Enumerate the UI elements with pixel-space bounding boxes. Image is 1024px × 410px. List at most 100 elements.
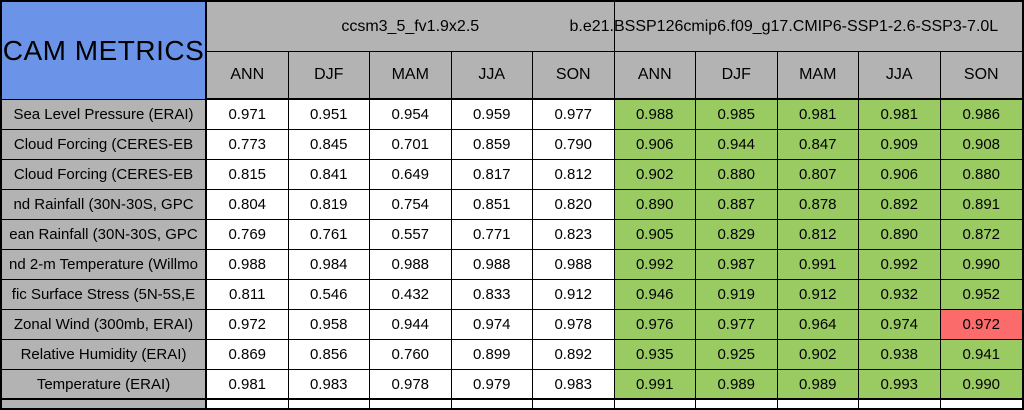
value-cell: 0.976: [614, 310, 696, 340]
season-header-ann-2: ANN: [614, 52, 696, 100]
value-cell: 0.990: [940, 250, 1022, 280]
value-cell: 0.833: [451, 280, 533, 310]
season-header-mam-1: MAM: [370, 52, 452, 100]
value-cell: 0.935: [614, 340, 696, 370]
value-cell: 0.906: [859, 160, 941, 190]
value-cell: 0.557: [370, 220, 452, 250]
value-cell: 0.761: [288, 220, 370, 250]
value-cell: 0.845: [288, 130, 370, 160]
value-cell: 0.760: [370, 340, 452, 370]
value-cell: 0.701: [370, 130, 452, 160]
value-cell: 0.989: [696, 370, 778, 400]
value-cell: 0.892: [859, 190, 941, 220]
value-cell: 0.812: [777, 220, 859, 250]
value-cell: 0.932: [859, 280, 941, 310]
value-cell: 0.981: [777, 100, 859, 130]
season-header-jja-1: JJA: [451, 52, 533, 100]
value-cell: 0.859: [451, 130, 533, 160]
season-header-son-1: SON: [533, 52, 615, 100]
value-cell: 0.823: [533, 220, 615, 250]
value-cell: 0.977: [533, 100, 615, 130]
value-cell: 0.890: [614, 190, 696, 220]
value-cell: 0.952: [940, 280, 1022, 310]
value-cell: 0.912: [533, 280, 615, 310]
partial-next-row-label: [2, 400, 207, 408]
value-cell: 0.878: [777, 190, 859, 220]
value-cell: 0.983: [288, 370, 370, 400]
value-cell: 0.899: [451, 340, 533, 370]
value-cell: 0.856: [288, 340, 370, 370]
value-cell: 0.988: [614, 100, 696, 130]
metric-label: Cloud Forcing (CERES-EB: [2, 130, 207, 160]
value-cell: 0.811: [207, 280, 289, 310]
value-cell: 0.959: [451, 100, 533, 130]
value-cell: 0.974: [451, 310, 533, 340]
partial-next-row-cell: [696, 400, 778, 408]
value-cell: 0.817: [451, 160, 533, 190]
season-header-djf-1: DJF: [288, 52, 370, 100]
value-cell: 0.938: [859, 340, 941, 370]
value-cell: 0.902: [777, 340, 859, 370]
value-cell: 0.978: [370, 370, 452, 400]
value-cell: 0.769: [207, 220, 289, 250]
value-cell: 0.946: [614, 280, 696, 310]
value-cell: 0.990: [940, 370, 1022, 400]
value-cell: 0.993: [859, 370, 941, 400]
value-cell: 0.954: [370, 100, 452, 130]
value-cell: 0.851: [451, 190, 533, 220]
value-cell: 0.992: [614, 250, 696, 280]
metric-label: nd 2-m Temperature (Willmo: [2, 250, 207, 280]
value-cell: 0.941: [940, 340, 1022, 370]
partial-next-row-cell: [288, 400, 370, 408]
value-cell: 0.790: [533, 130, 615, 160]
value-cell: 0.972: [207, 310, 289, 340]
value-cell: 0.841: [288, 160, 370, 190]
value-cell: 0.981: [859, 100, 941, 130]
value-cell: 0.880: [940, 160, 1022, 190]
value-cell: 0.820: [533, 190, 615, 220]
value-cell: 0.847: [777, 130, 859, 160]
value-cell: 0.958: [288, 310, 370, 340]
value-cell: 0.819: [288, 190, 370, 220]
value-cell: 0.804: [207, 190, 289, 220]
value-cell: 0.872: [940, 220, 1022, 250]
value-cell: 0.807: [777, 160, 859, 190]
value-cell: 0.905: [614, 220, 696, 250]
value-cell: 0.985: [696, 100, 778, 130]
season-header-son-2: SON: [940, 52, 1022, 100]
partial-next-row-cell: [614, 400, 696, 408]
value-cell: 0.979: [451, 370, 533, 400]
value-cell: 0.971: [207, 100, 289, 130]
value-cell: 0.988: [207, 250, 289, 280]
value-cell: 0.983: [533, 370, 615, 400]
partial-next-row-cell: [370, 400, 452, 408]
metric-label: Zonal Wind (300mb, ERAI): [2, 310, 207, 340]
value-cell: 0.909: [859, 130, 941, 160]
value-cell: 0.829: [696, 220, 778, 250]
season-header-ann-1: ANN: [207, 52, 289, 100]
metric-label: ean Rainfall (30N-30S, GPC: [2, 220, 207, 250]
value-cell: 0.880: [696, 160, 778, 190]
value-cell: 0.891: [940, 190, 1022, 220]
value-cell: 0.546: [288, 280, 370, 310]
model1-header: ccsm3_5_fv1.9x2.5: [207, 2, 615, 52]
value-cell: 0.892: [533, 340, 615, 370]
metric-label: Relative Humidity (ERAI): [2, 340, 207, 370]
metric-label: Sea Level Pressure (ERAI): [2, 100, 207, 130]
value-cell: 0.887: [696, 190, 778, 220]
value-cell: 0.988: [370, 250, 452, 280]
season-header-jja-2: JJA: [859, 52, 941, 100]
value-cell: 0.869: [207, 340, 289, 370]
value-cell: 0.989: [777, 370, 859, 400]
value-cell: 0.432: [370, 280, 452, 310]
value-cell: 0.906: [614, 130, 696, 160]
value-cell: 0.944: [370, 310, 452, 340]
metric-label: Cloud Forcing (CERES-EB: [2, 160, 207, 190]
value-cell: 0.812: [533, 160, 615, 190]
value-cell: 0.902: [614, 160, 696, 190]
value-cell: 0.991: [614, 370, 696, 400]
value-cell: 0.987: [696, 250, 778, 280]
value-cell: 0.649: [370, 160, 452, 190]
value-cell: 0.908: [940, 130, 1022, 160]
